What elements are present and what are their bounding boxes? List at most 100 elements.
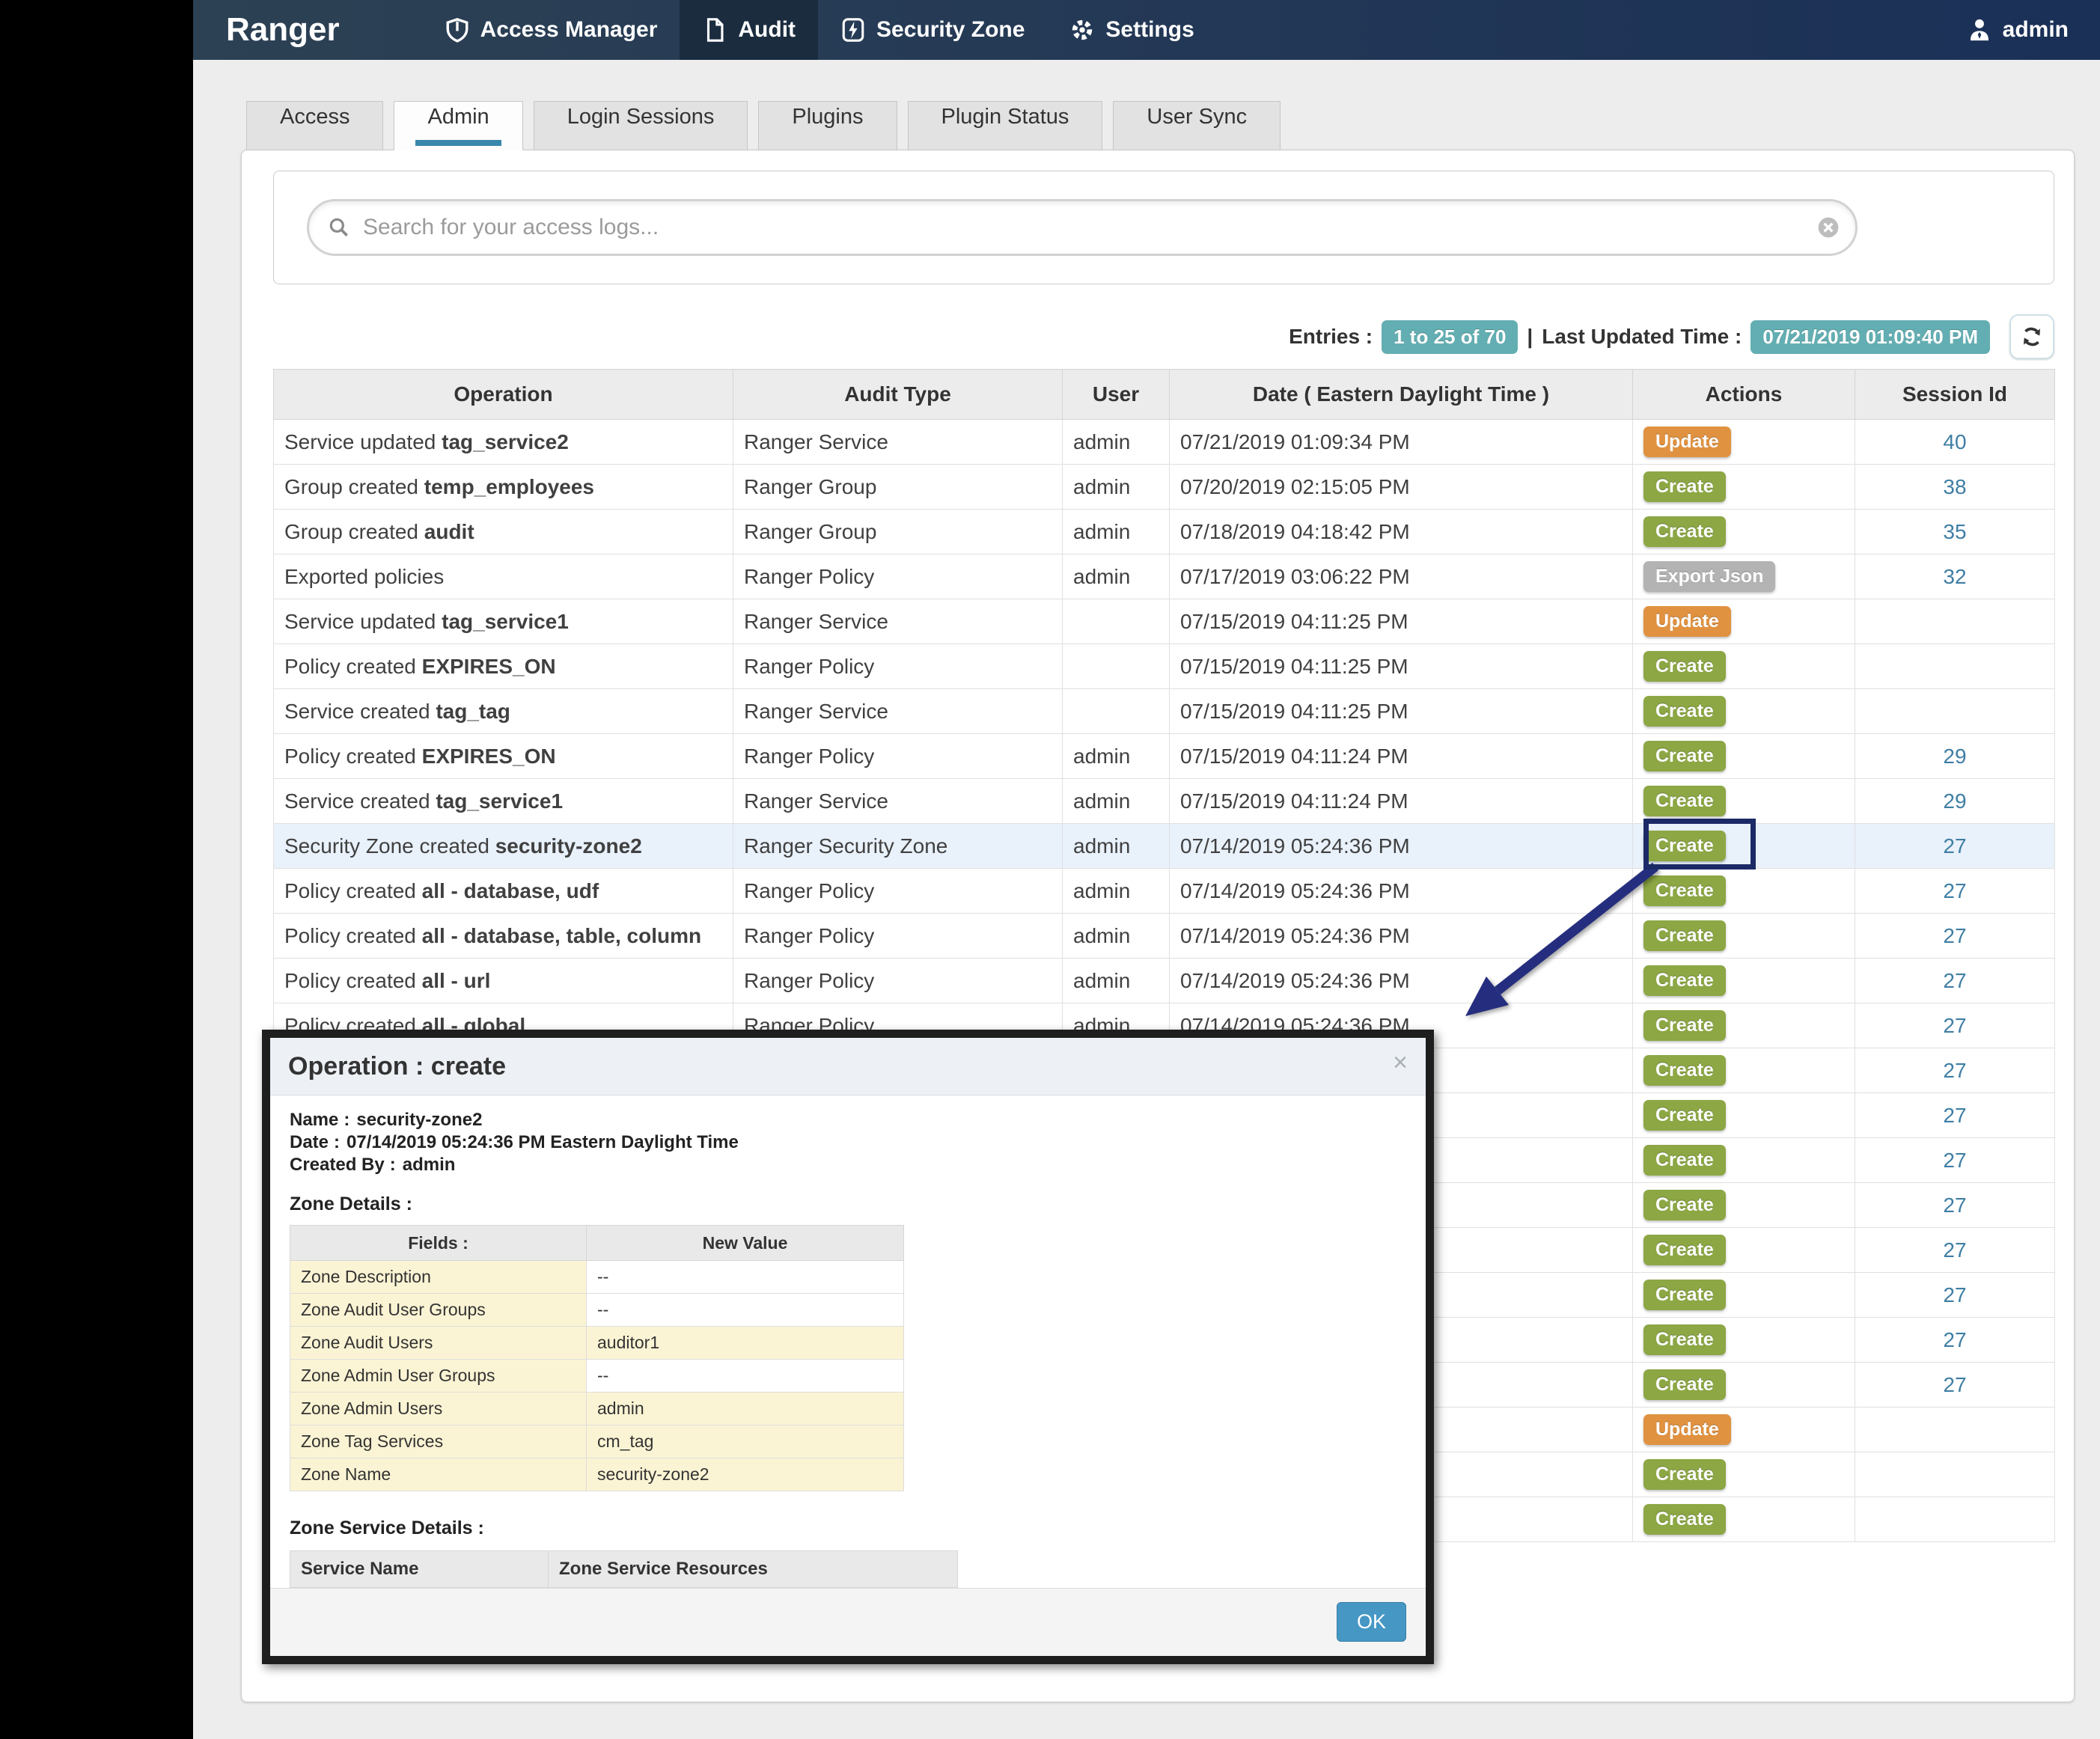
actions-cell: Create — [1632, 688, 1855, 734]
operation-detail-modal: Operation : create × Name: security-zone2… — [262, 1030, 1434, 1664]
nav-item-security-zone[interactable]: Security Zone — [818, 0, 1047, 60]
session-id-link[interactable]: 27 — [1943, 1327, 1967, 1351]
action-badge[interactable]: Create — [1643, 965, 1726, 996]
session-id-link[interactable]: 27 — [1943, 834, 1967, 858]
tab-plugin-status[interactable]: Plugin Status — [907, 101, 1103, 150]
table-row: Exported policies Ranger Policy admin 07/1… — [273, 554, 2055, 599]
nav-item-settings[interactable]: Settings — [1047, 0, 1216, 60]
audit-type-cell: Ranger Service — [733, 599, 1063, 644]
action-badge[interactable]: Create — [1643, 1190, 1726, 1220]
session-id-link[interactable]: 27 — [1943, 1148, 1967, 1172]
action-badge[interactable]: Create — [1643, 1145, 1726, 1176]
zone-value-cell: auditor1 — [586, 1326, 904, 1360]
action-badge[interactable]: Create — [1643, 1504, 1726, 1535]
action-badge[interactable]: Create — [1643, 741, 1726, 771]
zone-table-body: Zone Description -- Zone Audit User Groups… — [290, 1260, 904, 1491]
session-id-link[interactable]: 27 — [1943, 1013, 1967, 1037]
tab-admin[interactable]: Admin — [394, 101, 523, 150]
session-id-link[interactable]: 38 — [1943, 474, 1967, 498]
info-value: security-zone2 — [356, 1110, 483, 1130]
action-badge[interactable]: Create — [1643, 1235, 1726, 1265]
session-id-cell: 27 — [1855, 1317, 2055, 1363]
search-box — [307, 199, 1858, 256]
action-badge[interactable]: Create — [1643, 1280, 1726, 1310]
ranger-logo[interactable]: Ranger — [226, 11, 340, 48]
close-icon[interactable]: × — [1393, 1048, 1408, 1077]
action-badge[interactable]: Create — [1643, 875, 1726, 906]
operation-cell: Policy created all - database, udf — [273, 868, 733, 914]
session-id-link[interactable]: 27 — [1943, 1283, 1967, 1306]
audit-type-cell: Ranger Security Zone — [733, 823, 1063, 869]
clear-icon[interactable] — [1816, 216, 1840, 239]
tab-user-sync[interactable]: User Sync — [1113, 101, 1281, 150]
session-id-cell: 27 — [1855, 1137, 2055, 1183]
entries-range-badge: 1 to 25 of 70 — [1382, 320, 1518, 354]
tab-access[interactable]: Access — [246, 101, 384, 150]
actions-cell: Update — [1632, 599, 1855, 644]
action-badge[interactable]: Export Json — [1643, 561, 1776, 592]
action-badge[interactable]: Create — [1643, 920, 1726, 951]
session-id-link[interactable]: 32 — [1943, 564, 1967, 588]
user-cell: admin — [1062, 733, 1170, 779]
session-id-link[interactable]: 35 — [1943, 519, 1967, 543]
user-menu[interactable]: admin — [1967, 17, 2069, 43]
session-id-link[interactable]: 27 — [1943, 1058, 1967, 1082]
ok-button[interactable]: OK — [1336, 1602, 1406, 1642]
session-id-link[interactable]: 27 — [1943, 1372, 1967, 1396]
session-id-link[interactable]: 40 — [1943, 430, 1967, 453]
zone-value-cell: -- — [586, 1260, 904, 1294]
session-id-cell: 40 — [1855, 419, 2055, 465]
action-badge[interactable]: Create — [1643, 831, 1726, 861]
audit-type-cell: Ranger Group — [733, 509, 1063, 554]
search-icon — [329, 218, 348, 236]
actions-cell: Create — [1632, 1137, 1855, 1183]
actions-cell: Export Json — [1632, 554, 1855, 599]
last-updated-label: Last Updated Time : — [1542, 325, 1742, 348]
session-id-cell: 27 — [1855, 1362, 2055, 1408]
session-id-link[interactable]: 27 — [1943, 1103, 1967, 1127]
zone-table-row: Zone Description -- — [290, 1260, 904, 1294]
session-id-link[interactable]: 29 — [1943, 744, 1967, 768]
tab-plugins[interactable]: Plugins — [758, 101, 897, 150]
action-badge[interactable]: Create — [1643, 1459, 1726, 1490]
nav-item-audit[interactable]: Audit — [680, 0, 819, 60]
action-badge[interactable]: Create — [1643, 1055, 1726, 1086]
service-column-header: Service Name — [290, 1550, 549, 1588]
user-cell: admin — [1062, 958, 1170, 1003]
action-badge[interactable]: Create — [1643, 651, 1726, 682]
search-input[interactable] — [361, 214, 1816, 241]
nav-item-access-manager[interactable]: Access Manager — [422, 0, 680, 60]
action-badge[interactable]: Create — [1643, 1369, 1726, 1400]
session-id-link[interactable]: 27 — [1943, 923, 1967, 947]
session-id-link[interactable]: 29 — [1943, 789, 1967, 813]
action-badge[interactable]: Update — [1643, 1414, 1731, 1445]
action-badge[interactable]: Create — [1643, 516, 1726, 547]
action-badge[interactable]: Create — [1643, 1010, 1726, 1041]
refresh-button[interactable] — [2009, 314, 2054, 359]
modal-info-created-by: Created By: admin — [290, 1155, 456, 1175]
action-badge[interactable]: Create — [1643, 471, 1726, 502]
action-badge[interactable]: Create — [1643, 1324, 1726, 1355]
zone-value-cell: cm_tag — [586, 1425, 904, 1458]
tab-login-sessions[interactable]: Login Sessions — [533, 101, 748, 150]
column-header-date-eastern-daylight-time-: Date ( Eastern Daylight Time ) — [1169, 369, 1633, 420]
session-id-link[interactable]: 27 — [1943, 968, 1967, 992]
actions-cell: Update — [1632, 1407, 1855, 1452]
session-id-link[interactable]: 27 — [1943, 1193, 1967, 1217]
column-header-session-id: Session Id — [1855, 369, 2055, 420]
zone-table-row: Zone Tag Services cm_tag — [290, 1425, 904, 1458]
info-value: 07/14/2019 05:24:36 PM Eastern Daylight … — [347, 1132, 739, 1152]
audit-type-cell: Ranger Policy — [733, 958, 1063, 1003]
action-badge[interactable]: Create — [1643, 786, 1726, 816]
action-badge[interactable]: Create — [1643, 696, 1726, 727]
session-id-link[interactable]: 27 — [1943, 878, 1967, 902]
nav-item-label: Audit — [738, 17, 796, 42]
operation-cell: Exported policies — [273, 554, 733, 599]
actions-cell: Create — [1632, 1227, 1855, 1273]
action-badge[interactable]: Create — [1643, 1100, 1726, 1131]
action-badge[interactable]: Update — [1643, 427, 1731, 457]
action-badge[interactable]: Update — [1643, 606, 1731, 637]
operation-cell: Service updated tag_service1 — [273, 599, 733, 644]
create-action-highlight-box — [1643, 819, 1756, 870]
session-id-link[interactable]: 27 — [1943, 1238, 1967, 1262]
